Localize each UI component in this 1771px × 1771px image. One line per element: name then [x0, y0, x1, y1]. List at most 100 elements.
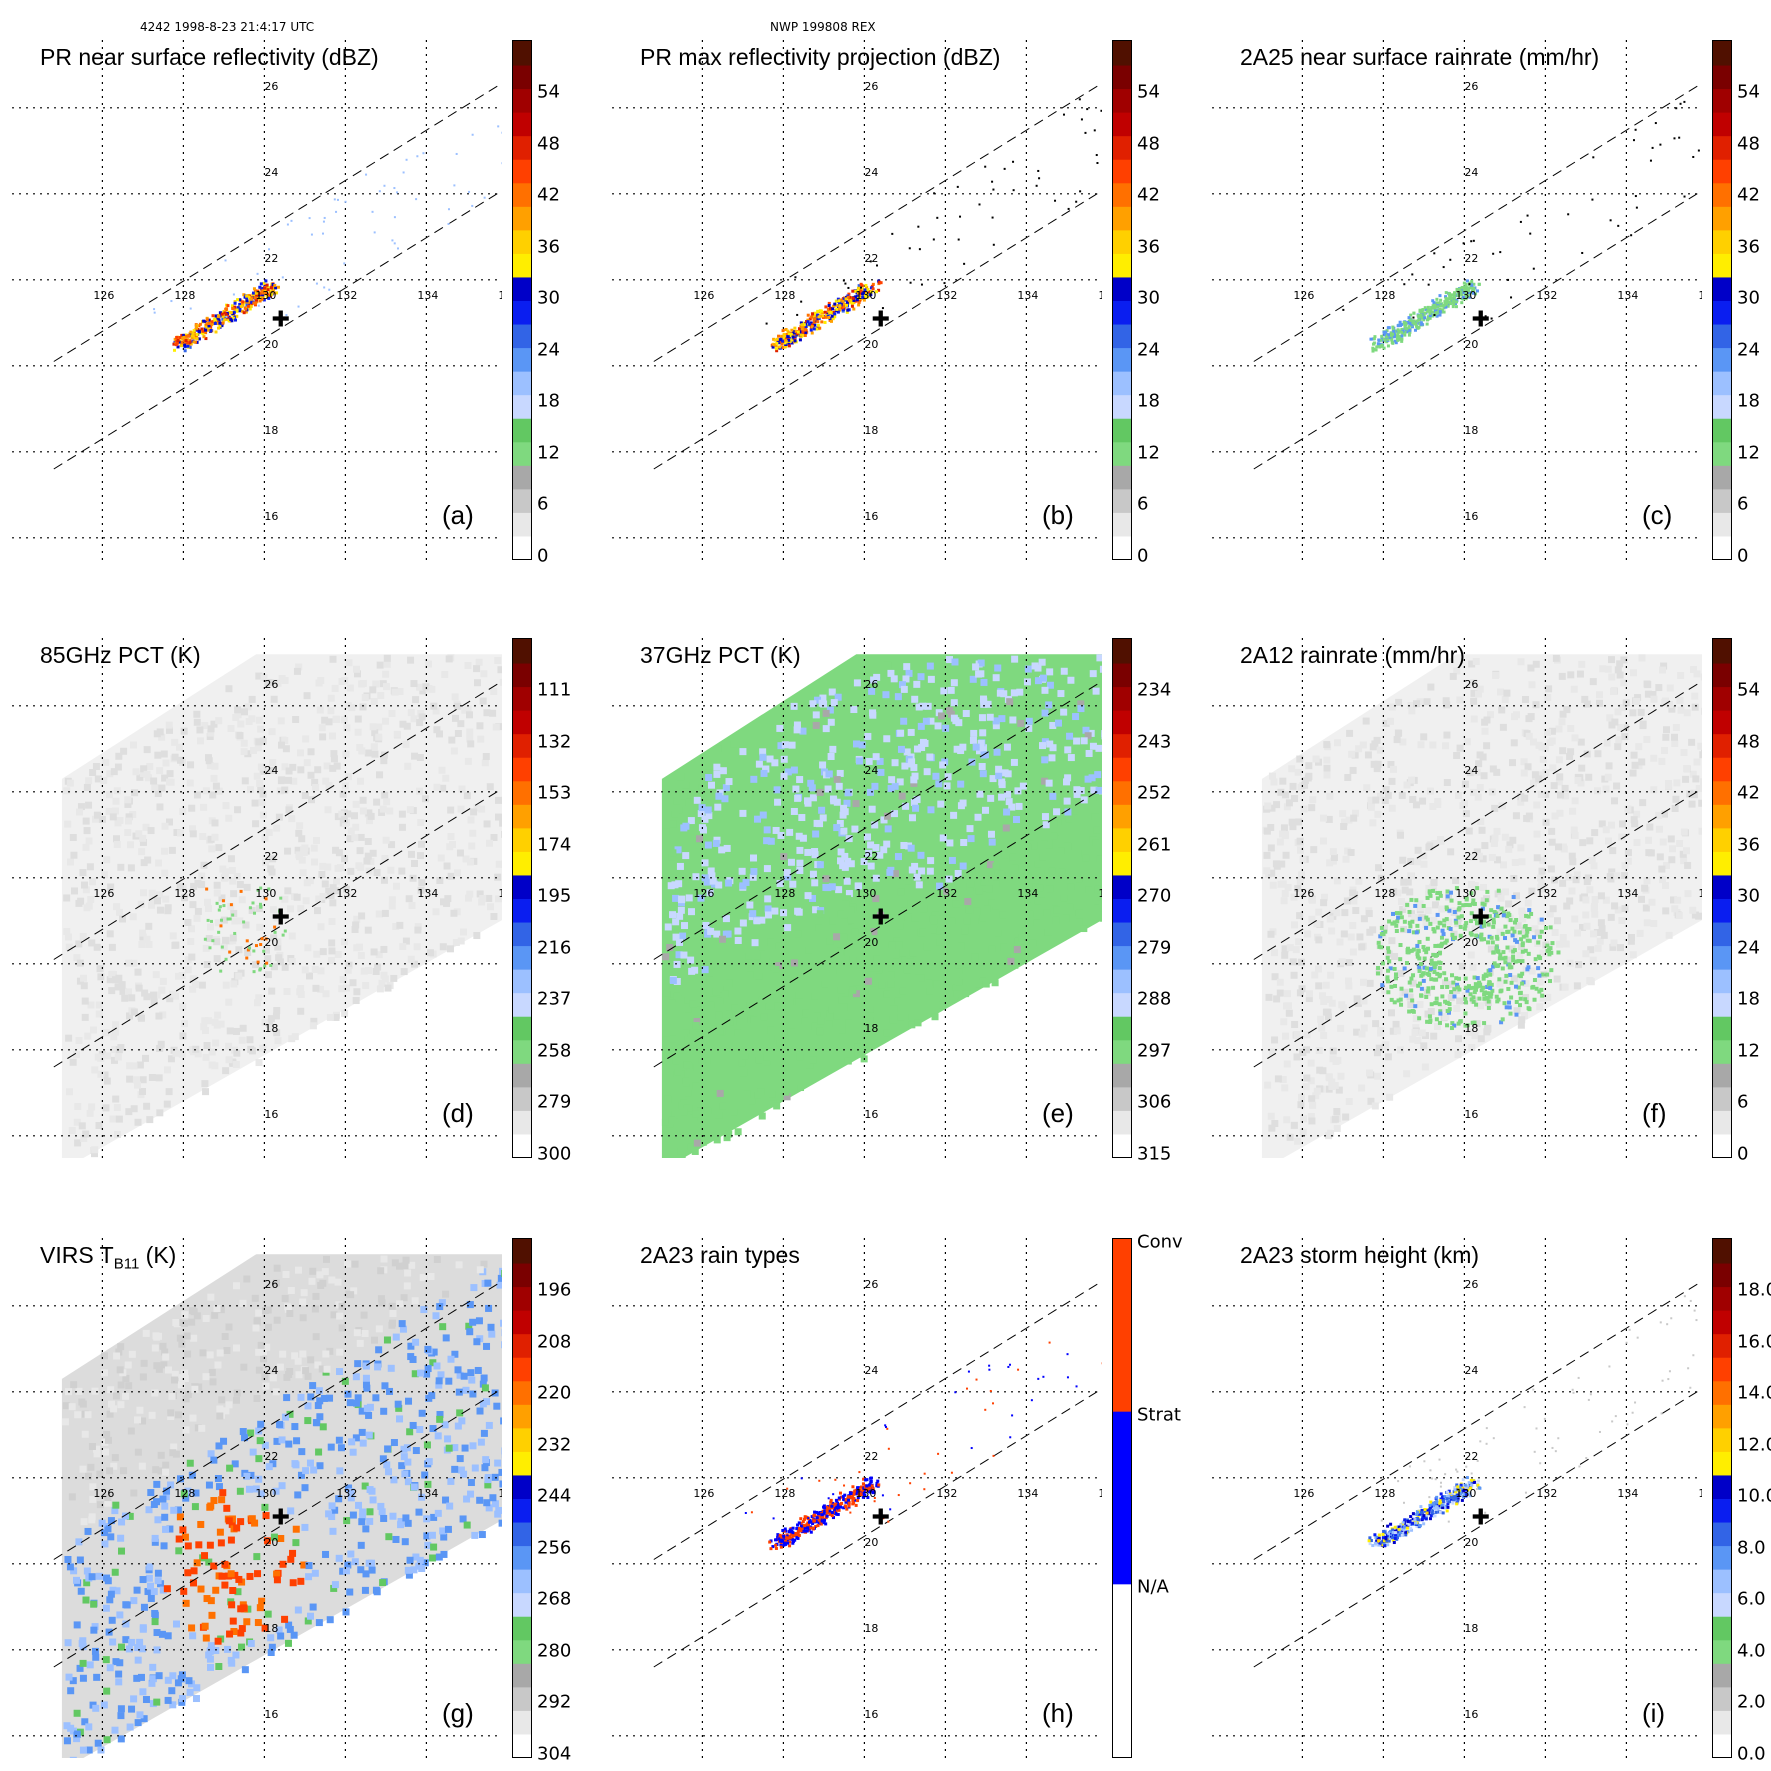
swath-pixel	[359, 807, 367, 815]
swath-pixel	[780, 755, 788, 763]
swath-pixel	[1010, 689, 1018, 697]
rain-pixel	[1443, 999, 1448, 1004]
swath-pixel	[1572, 876, 1580, 884]
swath-pixel	[1426, 842, 1434, 850]
swath-pixel	[158, 986, 166, 994]
lat-tick-label: 24	[264, 166, 278, 179]
swath-pixel	[1099, 904, 1102, 912]
swath-pixel	[734, 1029, 742, 1037]
rain-pixel	[238, 298, 242, 302]
swath-pixel	[211, 833, 219, 841]
swath-pixel	[896, 922, 904, 930]
rain-pixel	[1429, 1002, 1434, 1007]
swath-pixel	[1578, 764, 1586, 772]
swath-pixel	[1049, 792, 1057, 800]
rain-pixel	[416, 155, 419, 158]
swath-pixel	[340, 716, 348, 724]
swath-pixel	[969, 675, 977, 683]
swath-pixel	[1520, 769, 1528, 777]
rain-pixel	[1463, 1011, 1468, 1016]
swath-pixel	[148, 889, 156, 897]
swath-pixel	[310, 1017, 318, 1025]
swath-pixel	[1397, 831, 1405, 839]
map-area: ✚126128130132134136262422201816	[12, 40, 502, 560]
swath-pixel	[784, 924, 792, 932]
swath-pixel	[382, 717, 390, 725]
swath-pixel	[222, 981, 230, 989]
rain-pixel	[1392, 1000, 1397, 1005]
swath-pixel	[1607, 656, 1615, 664]
swath-pixel	[940, 687, 948, 695]
rain-pixel	[1548, 925, 1553, 930]
rain-pixel	[845, 301, 849, 305]
swath-pixel	[914, 1019, 922, 1027]
swath-pixel	[815, 924, 823, 932]
swath-pixel	[1606, 714, 1614, 722]
swath-pixel	[1096, 893, 1102, 901]
swath-pixel	[63, 787, 71, 795]
rain-pixel	[1038, 177, 1041, 180]
rain-pixel	[261, 286, 265, 290]
rain-pixel	[1393, 339, 1397, 343]
swath-pixel	[675, 806, 683, 814]
rain-pixel	[1520, 971, 1525, 976]
swath-pixel	[1337, 1072, 1345, 1080]
rain-pixel	[1591, 198, 1594, 201]
rain-pixel	[1003, 167, 1006, 170]
rain-pixel	[1525, 967, 1530, 972]
rain-pixel	[1461, 285, 1465, 289]
swath-pixel	[376, 661, 384, 669]
swath-pixel	[79, 932, 87, 940]
colorbar-segment	[1113, 1086, 1131, 1111]
swath-pixel	[687, 908, 695, 916]
swath-pixel	[1362, 717, 1370, 725]
rain-pixel	[343, 262, 346, 265]
rain-pixel	[245, 939, 249, 943]
swath-pixel	[758, 943, 766, 951]
swath-pixel	[343, 885, 351, 893]
swath-pixel	[977, 670, 985, 678]
rain-pixel	[1434, 996, 1439, 1001]
rain-pixel	[1478, 915, 1483, 920]
swath-pixel	[682, 1077, 690, 1085]
colorbar-segment	[513, 135, 531, 160]
rain-pixel	[240, 309, 244, 313]
rain-pixel	[1463, 985, 1468, 990]
swath-pixel	[826, 937, 834, 945]
swath-pixel	[165, 1088, 173, 1096]
colorbar-tick-label: 30	[537, 287, 560, 309]
swath-pixel	[984, 700, 992, 708]
rain-pixel	[1472, 239, 1475, 242]
swath-pixel	[677, 906, 685, 914]
rain-pixel	[1450, 932, 1455, 937]
rain-pixel	[1659, 143, 1662, 146]
rain-pixel	[471, 133, 474, 136]
swath-pixel	[296, 822, 304, 830]
swath-pixel	[1345, 982, 1353, 990]
swath-pixel	[903, 663, 911, 671]
rain-pixel	[265, 961, 269, 965]
swath-pixel	[1513, 1007, 1521, 1015]
rain-pixel	[224, 312, 228, 316]
rain-pixel	[1418, 322, 1422, 326]
swath-pixel	[114, 1053, 122, 1061]
colorbar-segment	[513, 639, 531, 664]
swath-pixel	[1009, 716, 1017, 724]
swath-pixel	[94, 1053, 102, 1061]
swath-pixel	[882, 691, 890, 699]
swath-pixel	[1386, 717, 1394, 725]
swath-pixel	[1350, 814, 1358, 822]
swath-pixel	[203, 1042, 211, 1050]
swath-pixel	[950, 699, 958, 707]
rain-pixel	[1464, 292, 1468, 296]
swath-pixel	[1012, 816, 1020, 824]
swath-pixel	[112, 1028, 120, 1036]
rain-pixel	[393, 242, 396, 245]
swath-pixel	[381, 909, 389, 917]
rain-pixel	[393, 216, 396, 219]
swath-pixel	[261, 1018, 269, 1026]
swath-pixel	[979, 770, 987, 778]
swath-pixel	[1662, 733, 1670, 741]
swath-pixel	[1635, 743, 1643, 751]
swath-pixel	[166, 770, 174, 778]
